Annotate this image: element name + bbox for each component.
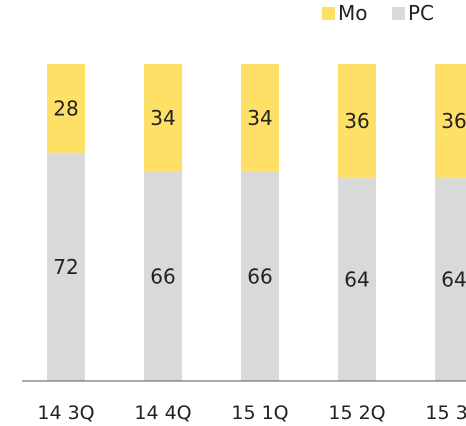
data-label-pc: 64 bbox=[441, 268, 466, 292]
data-label-mo: 34 bbox=[150, 106, 175, 130]
x-tick-label: 14 4Q bbox=[134, 402, 191, 424]
data-label-pc: 64 bbox=[344, 268, 369, 292]
bar-segment-mo bbox=[435, 64, 466, 179]
chart-legend: Mo PC bbox=[322, 1, 434, 25]
legend-label-pc: PC bbox=[408, 1, 434, 25]
bar-segment-pc bbox=[338, 178, 376, 381]
x-tick-label: 14 3Q bbox=[37, 402, 94, 424]
bar-segment-pc bbox=[144, 171, 182, 381]
bar-segment-mo bbox=[144, 64, 182, 172]
legend-swatch-mo bbox=[322, 7, 335, 20]
data-label-mo: 34 bbox=[247, 106, 272, 130]
bar-segment-mo bbox=[241, 64, 279, 172]
legend-label-mo: Mo bbox=[338, 1, 368, 25]
bar-segment-pc bbox=[47, 152, 85, 381]
bar-segment-mo bbox=[47, 64, 85, 153]
x-tick-label: 15 1Q bbox=[231, 402, 288, 424]
bar-segment-mo bbox=[338, 64, 376, 179]
data-label-pc: 72 bbox=[53, 255, 78, 279]
legend-swatch-pc bbox=[392, 7, 405, 20]
x-tick-label: 15 3Q bbox=[425, 402, 466, 424]
x-tick-label: 15 2Q bbox=[328, 402, 385, 424]
data-label-mo: 36 bbox=[344, 109, 369, 133]
data-label-mo: 28 bbox=[53, 96, 78, 120]
data-label-pc: 66 bbox=[247, 264, 272, 288]
plot-area: 72 28 66 34 66 34 64 36 64 36 bbox=[47, 64, 466, 381]
data-label-mo: 36 bbox=[441, 109, 466, 133]
bar-segment-pc bbox=[241, 171, 279, 381]
bar-segment-pc bbox=[435, 178, 466, 381]
x-axis-tick-labels: 14 3Q 14 4Q 15 1Q 15 2Q 15 3Q bbox=[37, 402, 466, 424]
data-label-pc: 66 bbox=[150, 264, 175, 288]
